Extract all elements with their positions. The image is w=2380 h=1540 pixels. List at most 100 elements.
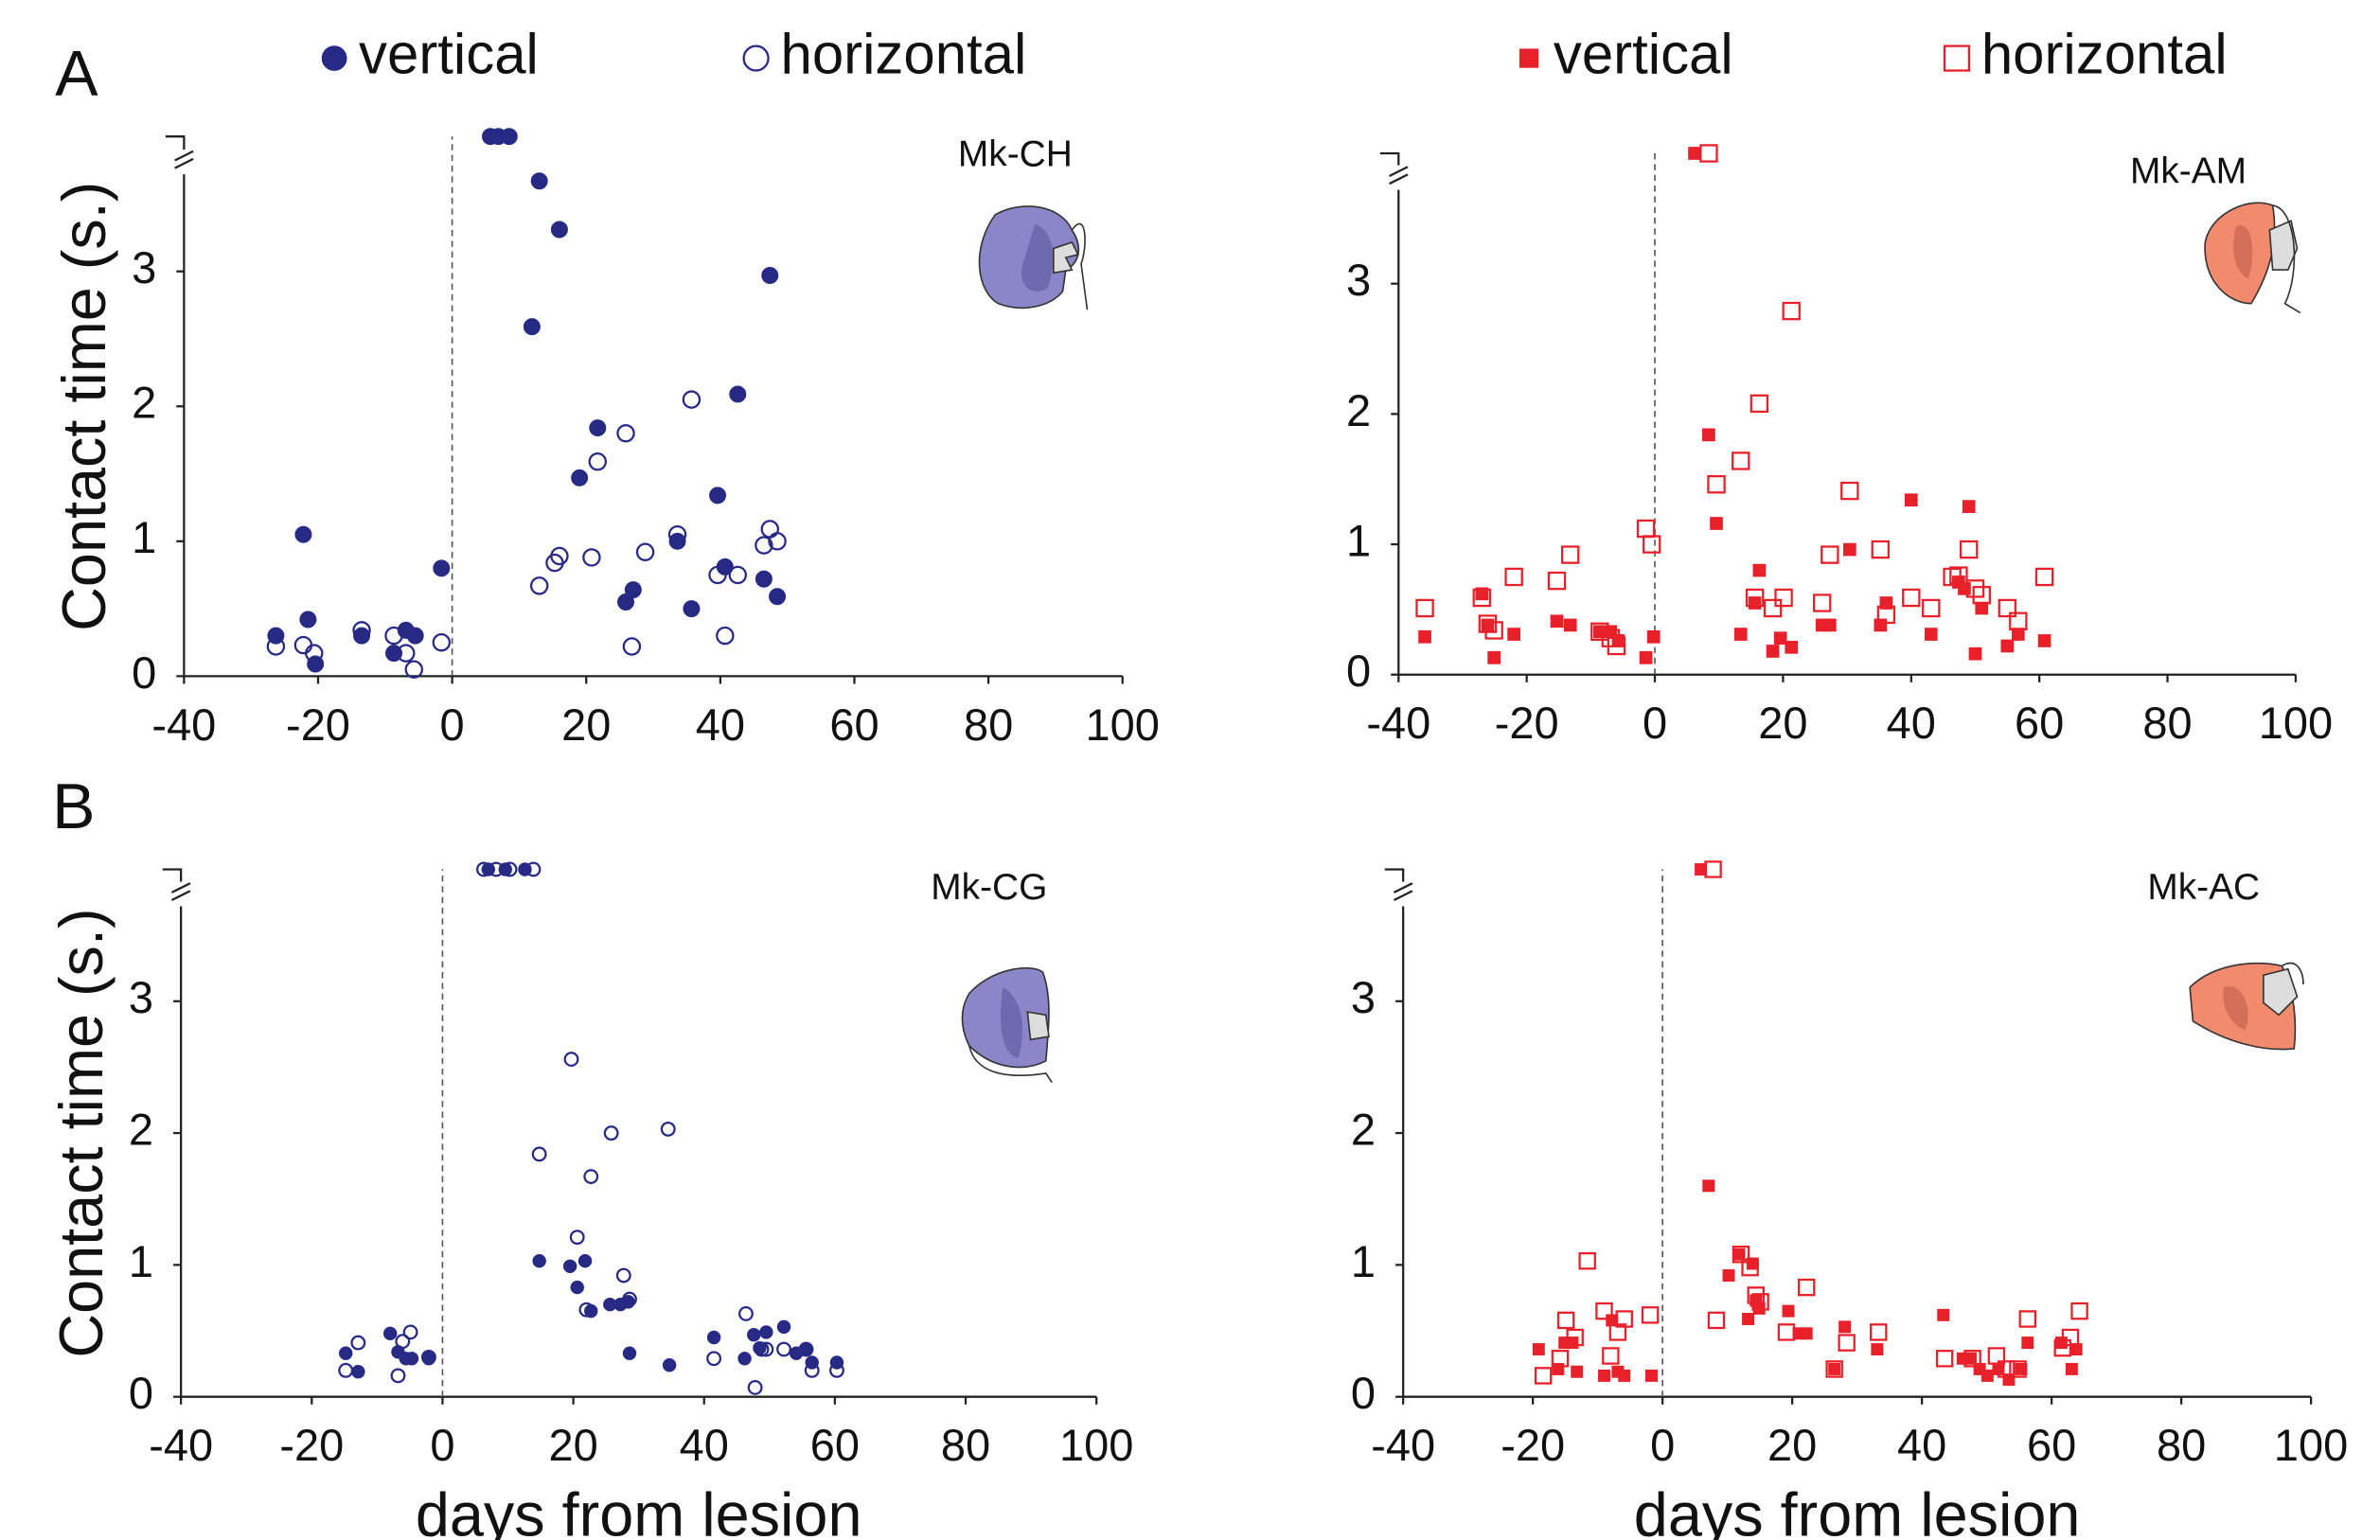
marker [2065, 1362, 2078, 1375]
marker [1618, 1369, 1631, 1382]
marker [1475, 587, 1489, 601]
marker [2034, 567, 2054, 587]
marker [351, 1365, 365, 1379]
marker [1800, 1327, 1813, 1340]
marker [1980, 1369, 1994, 1382]
marker [563, 1052, 579, 1068]
marker [1742, 1313, 1755, 1325]
brain-icon [978, 205, 1089, 310]
chart-title: Mk-CG [931, 867, 1047, 908]
marker [683, 600, 701, 618]
marker [420, 1349, 436, 1365]
marker [1532, 1343, 1545, 1356]
marker [570, 1280, 584, 1295]
marker [759, 1325, 773, 1339]
x-tick-label: -20 [286, 699, 350, 750]
marker [525, 861, 542, 877]
x-tick-label: 0 [1650, 1420, 1675, 1470]
marker [2000, 639, 2015, 653]
marker [1732, 1246, 1750, 1264]
marker [1478, 614, 1498, 633]
marker [1962, 500, 1976, 513]
marker [758, 1341, 774, 1357]
marker [1828, 1362, 1841, 1375]
marker [728, 565, 747, 585]
marker [1507, 628, 1520, 641]
marker [776, 1319, 791, 1335]
panel: -40 -20 0 20 40 60 80 100 0 1 2 3 Contact time (s.) A… [49, 22, 1160, 749]
marker [432, 633, 452, 652]
y-tick-label: 1 [132, 512, 156, 562]
x-tick-label: -20 [1495, 698, 1559, 748]
marker [662, 1358, 677, 1372]
marker [660, 1121, 676, 1137]
marker [1821, 545, 1839, 564]
marker [1615, 1310, 1633, 1328]
marker [1949, 566, 1968, 585]
y-tick-label: 0 [1351, 1368, 1376, 1418]
marker [1838, 1334, 1856, 1352]
marker [550, 221, 568, 239]
marker [1876, 605, 1896, 625]
marker [1763, 598, 1783, 618]
y-axis-label: Contact time (s.) [49, 182, 118, 631]
marker [1551, 1350, 1570, 1368]
y-tick-label: 2 [132, 378, 156, 428]
y-tick-label: 1 [129, 1236, 153, 1286]
marker [1707, 1311, 1726, 1330]
marker [616, 424, 635, 443]
x-tick-label: 80 [964, 699, 1013, 750]
y-tick-label: 3 [129, 972, 153, 1022]
marker [1812, 593, 1832, 612]
x-tick-label: 60 [810, 1420, 860, 1470]
marker [305, 644, 324, 663]
marker [395, 1334, 411, 1350]
marker [1752, 563, 1767, 577]
marker [768, 532, 787, 551]
marker [2061, 1328, 2080, 1347]
x-tick-label: 0 [440, 699, 465, 750]
marker [755, 570, 773, 588]
marker [1702, 1179, 1715, 1193]
marker [1963, 1350, 1981, 1368]
marker [798, 1341, 814, 1357]
chart-title: Mk-AC [2147, 867, 2260, 908]
marker [1534, 1367, 1553, 1385]
x-tick-label: 40 [1897, 1420, 1946, 1470]
legend-label: vertical [1554, 22, 1733, 85]
marker [402, 1324, 418, 1340]
axis-break [1384, 868, 1413, 902]
x-axis-label: days from lesion [416, 1479, 862, 1540]
marker [2021, 1336, 2034, 1350]
marker [1782, 301, 1801, 321]
marker [1704, 860, 1722, 878]
marker [1959, 540, 1979, 559]
marker [562, 1259, 577, 1273]
marker [583, 1169, 599, 1184]
chart-title: Mk-AM [2130, 150, 2247, 191]
marker [1773, 631, 1787, 646]
marker [1748, 596, 1762, 610]
marker [523, 318, 541, 336]
marker [384, 626, 403, 646]
x-tick-label: -40 [151, 699, 216, 750]
marker [571, 469, 589, 487]
marker [2018, 1310, 2037, 1328]
marker [1785, 640, 1799, 654]
marker [1639, 651, 1653, 664]
marker [588, 451, 608, 471]
y-tick-label: 3 [1346, 255, 1371, 305]
marker [829, 1362, 844, 1378]
x-tick-label: 20 [1767, 1420, 1817, 1470]
marker [2015, 1362, 2028, 1375]
marker [603, 1125, 619, 1142]
marker [2054, 1336, 2068, 1350]
marker [531, 1146, 547, 1162]
panel-label: A [55, 38, 98, 110]
x-tick-label: 20 [548, 1420, 597, 1470]
marker [1922, 598, 1941, 618]
x-tick-label: -20 [279, 1420, 344, 1470]
legend-marker [1519, 48, 1539, 68]
marker [1904, 493, 1918, 507]
marker [1688, 147, 1701, 160]
